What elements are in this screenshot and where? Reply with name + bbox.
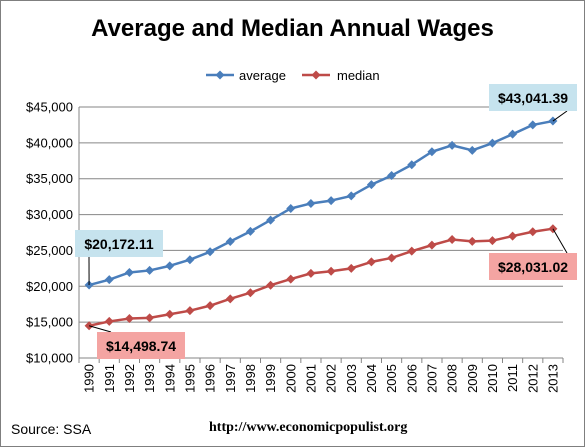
data-point-median bbox=[407, 246, 417, 256]
data-point-median bbox=[245, 288, 255, 298]
data-point-average bbox=[205, 247, 215, 257]
data-point-average bbox=[145, 265, 155, 275]
callout-leader bbox=[88, 325, 112, 333]
data-point-average bbox=[266, 215, 276, 225]
x-tick-label: 2003 bbox=[344, 364, 359, 393]
data-point-median bbox=[165, 309, 175, 319]
chart-title: Average and Median Annual Wages bbox=[91, 15, 494, 42]
x-tick-label: 2000 bbox=[283, 364, 298, 393]
data-point-average bbox=[245, 226, 255, 236]
data-point-median bbox=[225, 294, 235, 304]
data-point-median bbox=[387, 253, 397, 263]
callout-leader bbox=[552, 228, 568, 254]
legend-marker-median bbox=[311, 70, 321, 80]
x-tick-label: 1992 bbox=[122, 364, 137, 393]
data-point-median bbox=[467, 236, 477, 246]
data-point-median bbox=[487, 236, 497, 246]
x-tick-label: 2002 bbox=[324, 364, 339, 393]
data-point-median bbox=[104, 316, 114, 326]
data-point-average bbox=[346, 191, 356, 201]
data-point-median bbox=[306, 268, 316, 278]
x-tick-label: 2011 bbox=[505, 364, 520, 392]
y-tick-label: $35,000 bbox=[26, 171, 73, 186]
data-point-average bbox=[528, 120, 538, 130]
callout-label: $43,041.39 bbox=[498, 90, 568, 106]
data-point-average bbox=[225, 236, 235, 246]
data-point-average bbox=[447, 140, 457, 150]
data-point-median bbox=[346, 263, 356, 273]
data-point-average bbox=[124, 267, 134, 277]
callout-label: $14,498.74 bbox=[106, 338, 176, 354]
data-point-median bbox=[326, 266, 336, 276]
x-tick-label: 1993 bbox=[142, 364, 157, 393]
data-point-median bbox=[124, 314, 134, 324]
data-point-median bbox=[427, 240, 437, 250]
x-tick-label: 2010 bbox=[485, 364, 500, 393]
x-tick-label: 1998 bbox=[243, 364, 258, 393]
legend-marker-average bbox=[215, 70, 225, 80]
data-point-average bbox=[185, 255, 195, 265]
y-tick-label: $45,000 bbox=[26, 100, 73, 115]
data-point-average bbox=[427, 147, 437, 157]
data-point-average bbox=[487, 138, 497, 148]
x-tick-label: 1994 bbox=[162, 364, 177, 393]
data-point-median bbox=[266, 280, 276, 290]
callout-box bbox=[489, 253, 577, 280]
x-tick-label: 1991 bbox=[102, 364, 117, 393]
data-point-median bbox=[508, 231, 518, 241]
data-point-average bbox=[286, 203, 296, 213]
callout-leader bbox=[552, 110, 568, 122]
x-tick-label: 1990 bbox=[82, 364, 97, 393]
data-point-average bbox=[467, 145, 477, 155]
series-line-average bbox=[88, 119, 554, 287]
data-point-average bbox=[387, 171, 397, 181]
data-point-average bbox=[306, 198, 316, 208]
data-point-median bbox=[447, 235, 457, 245]
x-tick-label: 2009 bbox=[465, 364, 480, 393]
x-tick-label: 1995 bbox=[182, 364, 197, 393]
x-tick-label: 1997 bbox=[223, 364, 238, 393]
legend-label-median: median bbox=[337, 68, 380, 83]
x-tick-label: 2006 bbox=[404, 364, 419, 393]
legend-label-average: average bbox=[239, 68, 286, 83]
x-tick-label: 2001 bbox=[303, 364, 318, 393]
data-point-median bbox=[528, 227, 538, 237]
y-tick-label: $25,000 bbox=[26, 243, 73, 258]
data-point-average bbox=[326, 196, 336, 206]
callout-box bbox=[97, 332, 185, 359]
x-tick-label: 1996 bbox=[203, 364, 218, 393]
x-tick-label: 2012 bbox=[525, 364, 540, 393]
y-tick-label: $10,000 bbox=[26, 351, 73, 366]
callout-label: $20,172.11 bbox=[84, 236, 154, 252]
x-tick-label: 2004 bbox=[364, 364, 379, 393]
x-tick-label: 1999 bbox=[263, 364, 278, 393]
callout-label: $28,031.02 bbox=[498, 259, 568, 275]
data-point-average bbox=[165, 261, 175, 271]
data-point-median bbox=[286, 274, 296, 284]
data-point-median bbox=[145, 313, 155, 323]
x-tick-label: 2007 bbox=[424, 364, 439, 393]
source-note: Source: SSA bbox=[11, 421, 92, 437]
data-point-median bbox=[185, 306, 195, 316]
data-point-median bbox=[205, 301, 215, 311]
callout-box bbox=[75, 230, 163, 257]
website-url: http://www.economicpopulist.org bbox=[209, 420, 408, 435]
data-point-average bbox=[366, 180, 376, 190]
x-tick-label: 2005 bbox=[384, 364, 399, 393]
y-tick-label: $30,000 bbox=[26, 207, 73, 222]
x-tick-label: 2008 bbox=[445, 364, 460, 393]
data-point-average bbox=[104, 275, 114, 285]
data-point-average bbox=[508, 129, 518, 139]
y-tick-label: $20,000 bbox=[26, 279, 73, 294]
data-point-average bbox=[407, 160, 417, 170]
y-tick-label: $15,000 bbox=[26, 315, 73, 330]
callout-box bbox=[489, 84, 577, 111]
data-point-median bbox=[366, 257, 376, 267]
x-tick-label: 2013 bbox=[545, 364, 560, 393]
y-tick-label: $40,000 bbox=[26, 135, 73, 150]
